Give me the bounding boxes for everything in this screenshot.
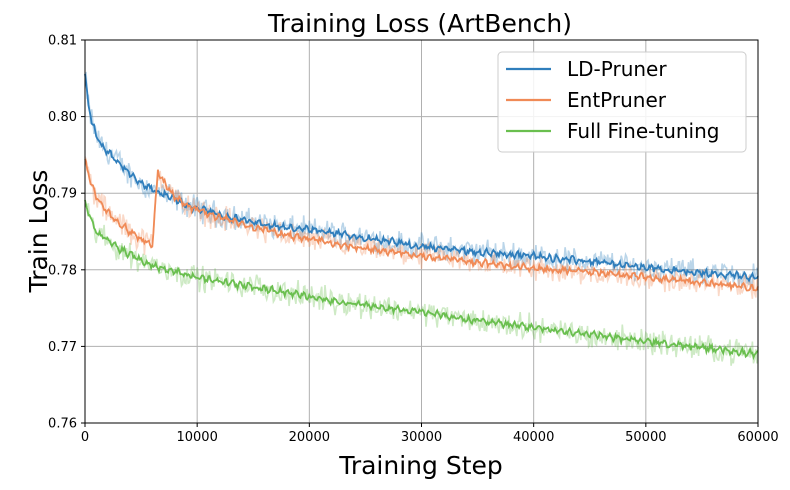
x-tick-label: 50000 [625, 430, 666, 445]
x-tick-label: 60000 [737, 430, 778, 445]
legend-box [497, 51, 747, 153]
legend-label: Full Fine-tuning [567, 119, 719, 143]
series-line [84, 199, 759, 361]
y-tick-label: 0.80 [48, 110, 77, 125]
series-line [84, 158, 759, 293]
y-axis-ticks: 0.76 0.77 0.78 0.79 0.80 0.81 [48, 34, 85, 432]
y-tick-label: 0.79 [48, 187, 77, 202]
x-axis-ticks: 0 10000 20000 30000 40000 50000 60000 [81, 423, 779, 445]
y-tick-label: 0.78 [48, 263, 77, 278]
x-tick-label: 0 [81, 430, 89, 445]
legend-label: EntPruner [567, 88, 667, 112]
legend: LD-Pruner EntPruner Full Fine-tuning [497, 51, 747, 153]
x-tick-label: 30000 [401, 430, 442, 445]
legend-label: LD-Pruner [567, 57, 667, 81]
series-raw-line [84, 71, 759, 289]
x-axis-label: Training Step [338, 451, 503, 480]
chart-title: Training Loss (ArtBench) [267, 9, 572, 38]
y-tick-label: 0.77 [48, 340, 77, 355]
smooth-series-lines [84, 73, 759, 361]
y-tick-label: 0.76 [48, 417, 77, 432]
y-axis-label: Train Loss [24, 170, 53, 294]
x-tick-label: 20000 [289, 430, 330, 445]
y-tick-label: 0.81 [48, 34, 77, 49]
x-tick-label: 40000 [513, 430, 554, 445]
x-tick-label: 10000 [176, 430, 217, 445]
